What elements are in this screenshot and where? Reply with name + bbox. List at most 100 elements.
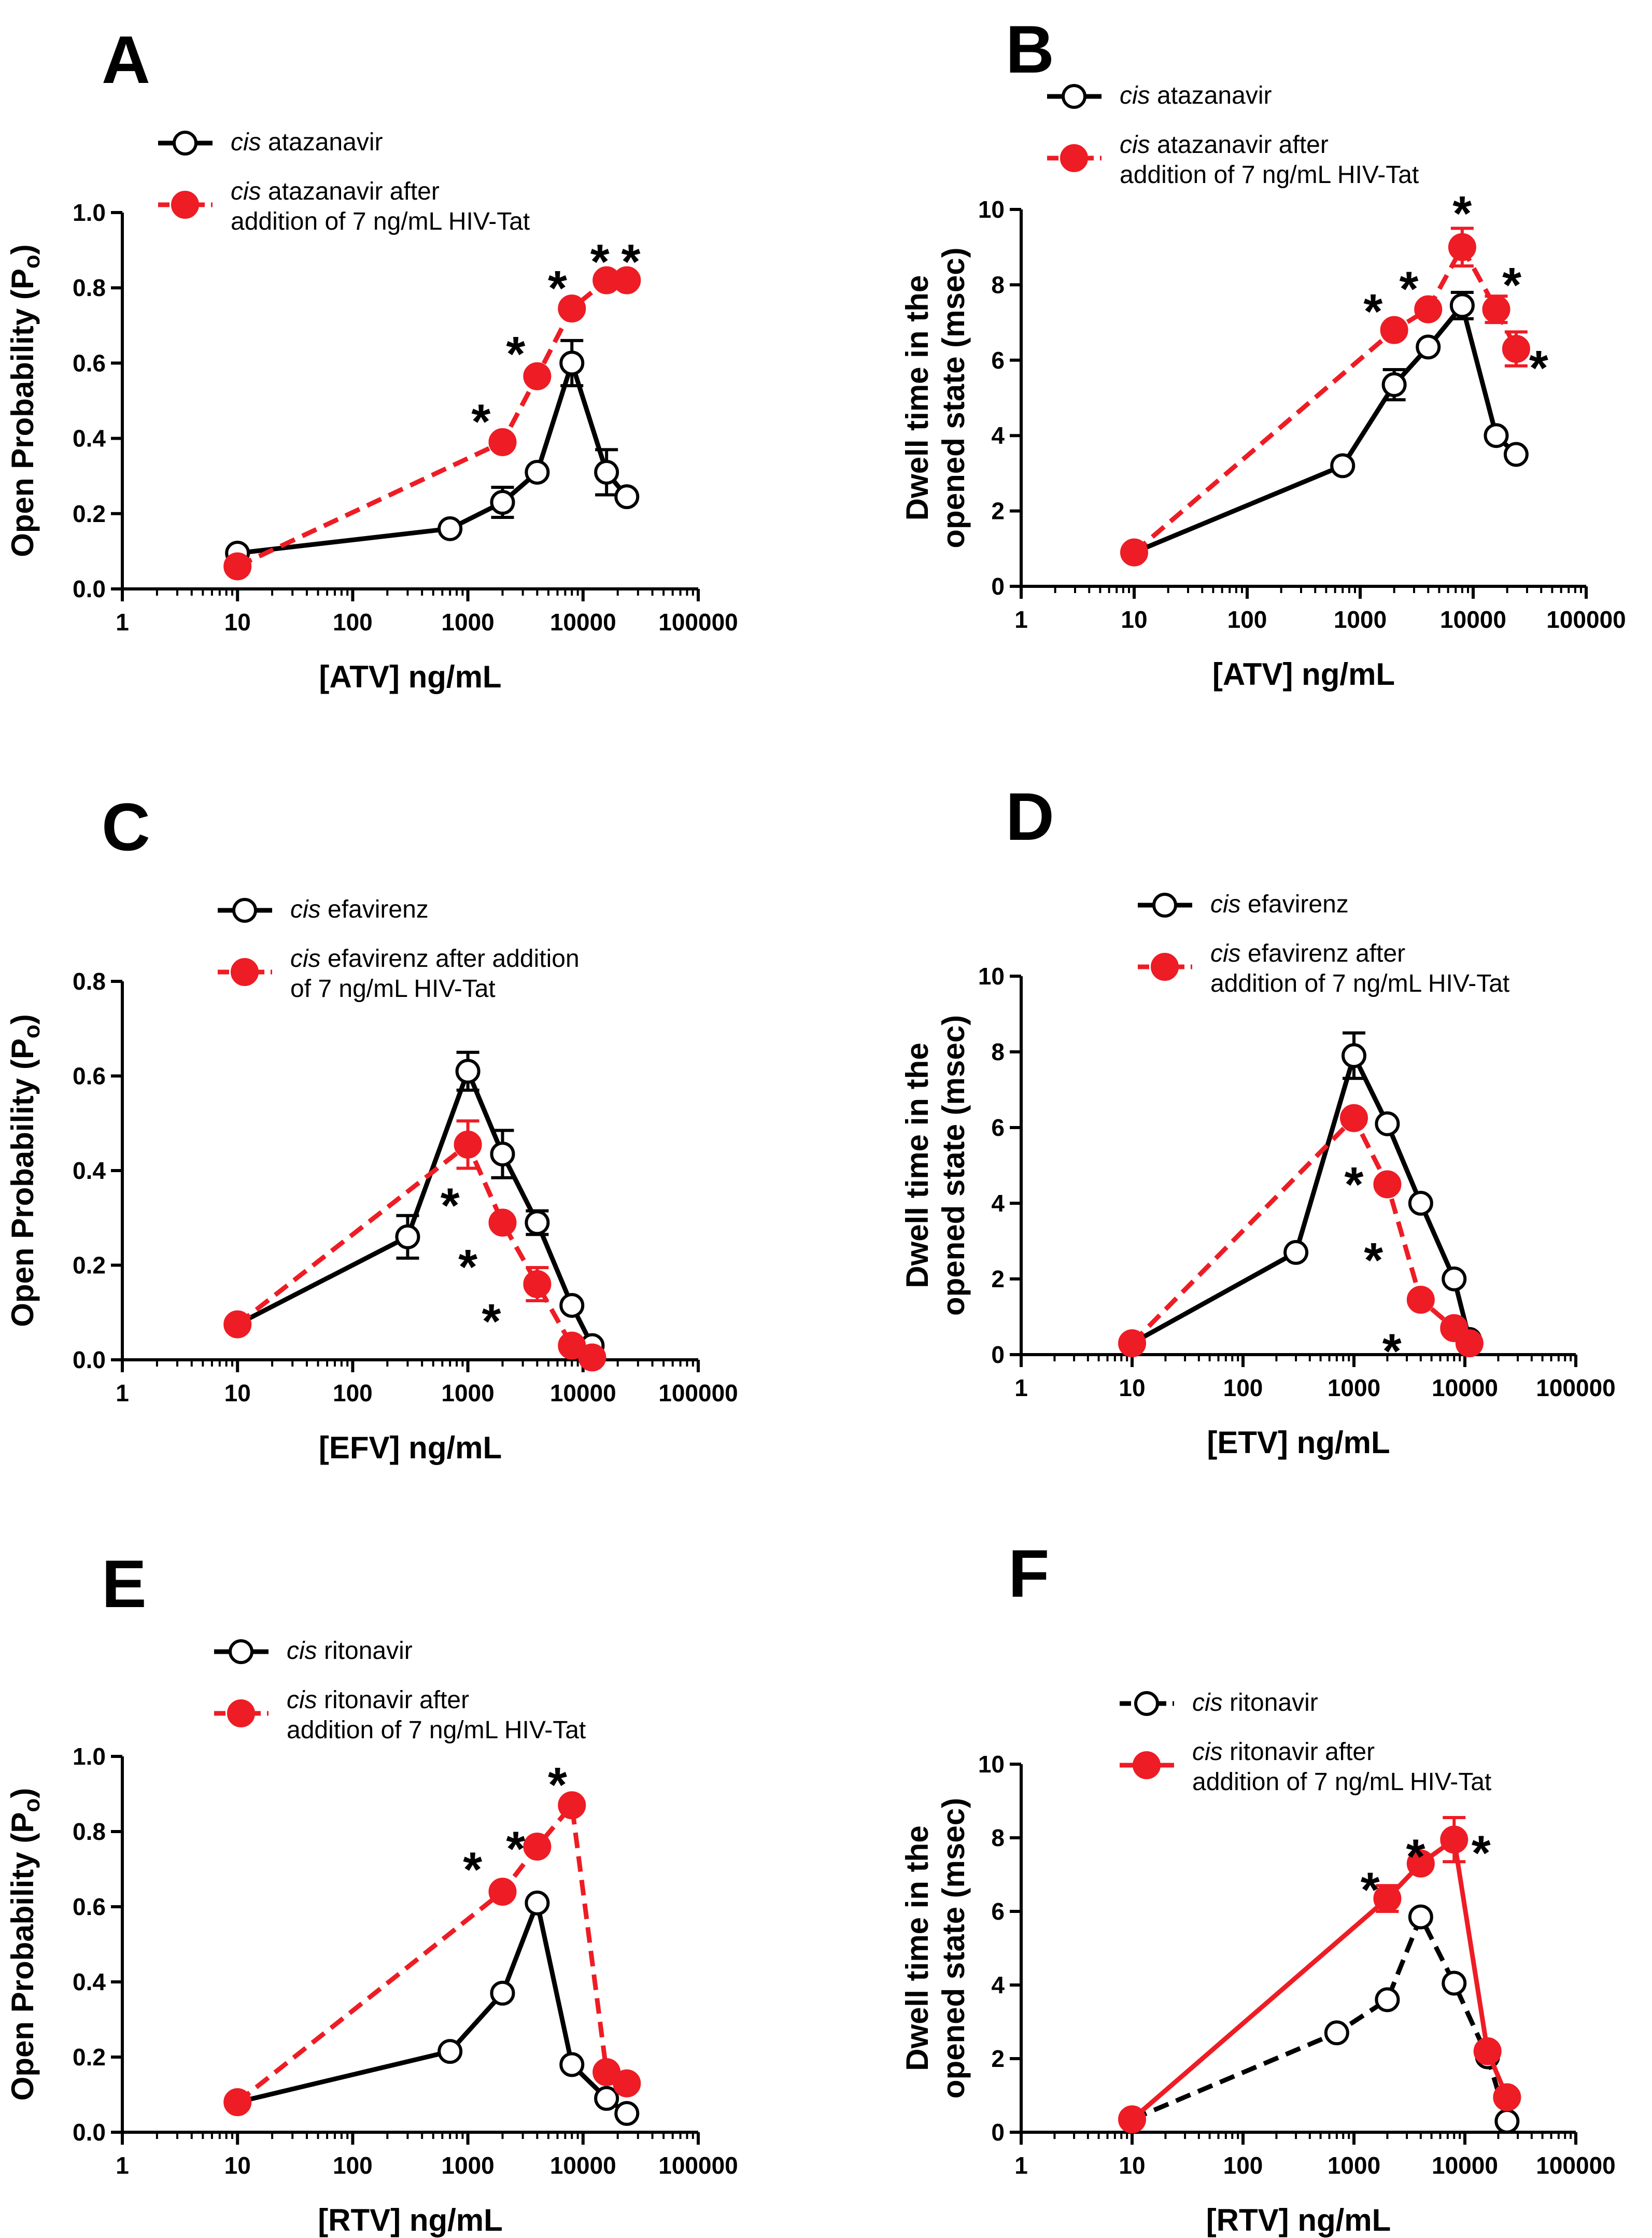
y-tick-label: 0 xyxy=(991,573,1005,600)
data-point xyxy=(490,1980,515,2006)
x-tick-label: 100000 xyxy=(658,2152,738,2179)
x-tick-label: 10000 xyxy=(550,1380,616,1406)
significance-star: * xyxy=(1382,1324,1402,1378)
legend-marker xyxy=(1152,893,1177,918)
data-point xyxy=(1381,372,1407,398)
significance-star: * xyxy=(1345,1157,1364,1212)
y-tick-label: 1.0 xyxy=(73,199,106,226)
data-point xyxy=(1380,316,1408,344)
x-tick-label: 1 xyxy=(116,2152,129,2179)
legend-label-2: cis atazanavir after xyxy=(231,178,440,205)
legend-label-1: cis atazanavir xyxy=(231,129,383,156)
data-point xyxy=(1442,1266,1467,1291)
data-point xyxy=(1416,334,1441,360)
legend-marker xyxy=(231,958,259,986)
data-point xyxy=(490,1142,515,1167)
x-axis-title: [ATV] ng/mL xyxy=(1212,657,1395,692)
legend-marker xyxy=(1151,953,1179,981)
data-point xyxy=(223,2088,252,2116)
x-tick-label: 1 xyxy=(116,609,129,636)
y-tick-label: 6 xyxy=(991,1114,1005,1141)
x-tick-label: 100 xyxy=(333,2152,373,2179)
data-point xyxy=(558,1331,586,1360)
y-tick-label: 0 xyxy=(991,1341,1005,1368)
data-point xyxy=(488,1878,517,1906)
x-tick-label: 10000 xyxy=(1432,1374,1498,1401)
y-tick-label: 8 xyxy=(991,1038,1005,1065)
data-point xyxy=(223,1310,252,1339)
data-point xyxy=(1408,1904,1433,1930)
x-tick-label: 100 xyxy=(1223,1374,1263,1401)
panel-letter: E xyxy=(102,1546,147,1622)
data-point xyxy=(613,266,641,294)
significance-star: * xyxy=(458,1240,477,1294)
series-drug-alone xyxy=(225,1050,605,1358)
significance-star: * xyxy=(506,1821,525,1876)
data-point xyxy=(1442,1970,1467,1996)
data-point xyxy=(1455,1329,1484,1358)
panel-f: F 0 2 4 6 8 10 1 10 100 1000 10000 100000 [RTV] ng/mL… xyxy=(900,1536,1616,2237)
panel-c: C 0.0 0.2 0.4 0.6 0.8 1 10 100 1000 10000 100000 [EF… xyxy=(5,789,738,1465)
x-tick-label: 100 xyxy=(333,1380,373,1406)
x-tick-label: 1 xyxy=(1014,1374,1028,1401)
data-point xyxy=(1406,1286,1435,1314)
series-line xyxy=(237,1901,628,2116)
panel-letter: F xyxy=(1008,1536,1049,1611)
data-point xyxy=(437,516,463,541)
data-point xyxy=(490,490,515,515)
y-tick-label: 0.8 xyxy=(73,1818,106,1845)
series-drug-alone xyxy=(225,1890,640,2126)
legend-label-1: cis efavirenz xyxy=(290,896,429,923)
data-point xyxy=(1503,442,1529,467)
significance-star: * xyxy=(471,395,490,449)
series-hiv-tat xyxy=(223,266,641,581)
data-point xyxy=(1118,2105,1146,2134)
data-point xyxy=(594,2086,619,2111)
significance-star: * xyxy=(1400,261,1419,316)
legend-label-2-cont: addition of 7 ng/mL HIV-Tat xyxy=(231,208,530,235)
data-point xyxy=(1448,233,1476,261)
y-tick-label: 10 xyxy=(978,1751,1005,1778)
data-point xyxy=(1484,423,1509,448)
data-point xyxy=(1406,1849,1435,1878)
series-line xyxy=(236,1142,594,1360)
data-point xyxy=(523,1833,552,1861)
legend-label-2-cont: addition of 7 ng/mL HIV-Tat xyxy=(1210,970,1509,997)
legend-label-2: cis ritonavir after xyxy=(1192,1738,1375,1766)
data-point xyxy=(594,459,619,485)
y-tick-label: 4 xyxy=(991,1972,1005,1998)
y-tick-label: 0.4 xyxy=(73,1968,106,1995)
x-tick-label: 100000 xyxy=(658,609,738,636)
x-tick-label: 1000 xyxy=(1334,606,1387,633)
series-drug-alone xyxy=(1120,1904,1520,2134)
significance-star: * xyxy=(1361,1862,1380,1917)
x-tick-label: 1000 xyxy=(441,2152,494,2179)
data-point xyxy=(1502,334,1530,363)
data-point xyxy=(223,552,252,581)
series-hiv-tat xyxy=(1120,227,1530,567)
y-tick-label: 0.2 xyxy=(73,500,106,527)
legend-label-2-cont: of 7 ng/mL HIV-Tat xyxy=(290,975,496,1003)
data-point xyxy=(1342,1043,1366,1068)
significance-star: * xyxy=(1406,1829,1425,1884)
significance-star: * xyxy=(482,1294,501,1349)
x-tick-label: 10 xyxy=(224,1380,251,1406)
data-point xyxy=(1494,2108,1520,2134)
legend-label-2: cis efavirenz after addition xyxy=(290,945,580,973)
series-hiv-tat xyxy=(1118,1104,1484,1358)
y-axis-title-line: opened state (msec) xyxy=(936,1798,971,2099)
x-tick-label: 100000 xyxy=(1536,1374,1616,1401)
data-point xyxy=(1373,1170,1402,1199)
y-tick-label: 0.6 xyxy=(73,349,106,376)
x-axis-title: [RTV] ng/mL xyxy=(1206,2203,1391,2237)
y-tick-label: 0.2 xyxy=(73,2044,106,2071)
panel-e: E 0.0 0.2 0.4 0.6 0.8 1.0 1 10 100 1000 10000 100000… xyxy=(5,1546,738,2237)
series-hiv-tat xyxy=(223,1791,641,2116)
x-tick-label: 10000 xyxy=(550,609,616,636)
series-line xyxy=(1131,1915,1509,2122)
x-axis-title: [RTV] ng/mL xyxy=(318,2203,503,2237)
data-point xyxy=(525,1890,550,1916)
significance-star: * xyxy=(1364,1233,1383,1288)
y-tick-label: 10 xyxy=(978,196,1005,223)
